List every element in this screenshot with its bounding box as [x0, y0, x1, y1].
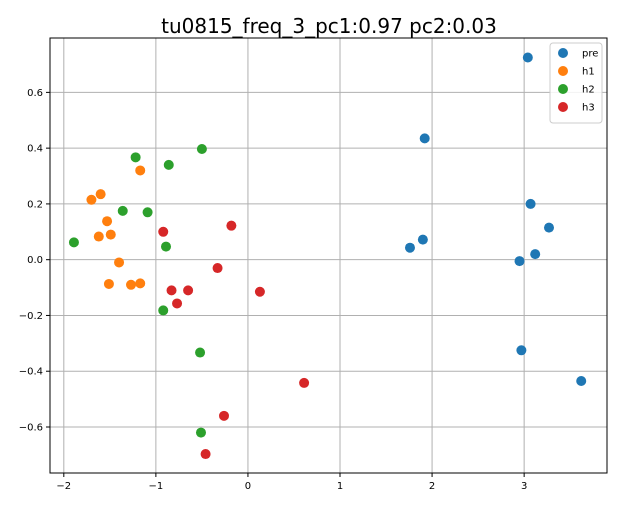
x-tick-label: 1 [337, 481, 343, 492]
data-point-pre [576, 375, 587, 386]
data-point-pre [525, 198, 536, 209]
data-point-h2 [117, 205, 128, 216]
data-point-h1 [103, 278, 114, 289]
x-tick-label: 0 [245, 481, 251, 492]
x-tick-label: −2 [56, 481, 71, 492]
legend-marker-h3 [558, 102, 568, 112]
legend: pre h1 h2 h3 [549, 42, 603, 124]
y-tick-label: 0.4 [27, 144, 43, 155]
data-point-pre [516, 345, 527, 356]
data-point-h1 [102, 216, 113, 227]
data-point-h1 [86, 194, 97, 205]
data-point-pre [514, 256, 525, 267]
data-point-h3 [226, 220, 237, 231]
legend-marker-pre [558, 48, 568, 58]
data-point-h2 [158, 305, 169, 316]
data-point-pre [543, 222, 554, 233]
data-point-h1 [93, 231, 104, 242]
data-point-h3 [166, 285, 177, 296]
x-tick-label: −1 [149, 481, 164, 492]
data-point-h2 [142, 207, 153, 218]
data-point-h1 [105, 229, 116, 240]
plot-frame [49, 37, 608, 474]
data-point-h3 [299, 377, 310, 388]
data-point-pre [417, 234, 428, 245]
data-point-pre [530, 249, 541, 260]
data-point-h2 [161, 241, 172, 252]
legend-label-h2: h2 [582, 85, 595, 96]
data-point-h2 [195, 427, 206, 438]
data-point-h3 [158, 226, 169, 237]
data-point-h2 [130, 152, 141, 163]
data-point-h3 [172, 298, 183, 309]
data-point-h3 [219, 410, 230, 421]
chart-title: tu0815_freq_3_pc1:0.97 pc2:0.03 [161, 14, 497, 38]
x-tick-label: 3 [521, 481, 527, 492]
data-point-h2 [163, 159, 174, 170]
data-point-h1 [126, 279, 137, 290]
legend-label-pre: pre [582, 49, 598, 60]
legend-marker-h1 [558, 66, 568, 76]
x-tick-label: 2 [429, 481, 435, 492]
y-tick-label: 0.6 [27, 88, 43, 99]
data-point-pre [522, 52, 533, 63]
data-point-h1 [135, 165, 146, 176]
data-point-pre [404, 242, 415, 253]
legend-label-h1: h1 [582, 67, 595, 78]
data-point-h3 [212, 263, 223, 274]
y-tick-label: 0.0 [27, 255, 43, 266]
data-point-h1 [114, 257, 125, 268]
grid [50, 38, 607, 473]
data-point-h2 [196, 143, 207, 154]
axis-ticks: −2 −1 0 1 2 3 −0.6 −0.4 −0.2 0.0 0.2 0.4 0.6 [19, 88, 528, 492]
y-tick-label: −0.6 [19, 422, 43, 433]
data-point-h2 [68, 237, 79, 248]
y-tick-label: −0.2 [19, 311, 43, 322]
data-point-h2 [195, 347, 206, 358]
data-point-pre [419, 133, 430, 144]
legend-marker-h2 [558, 84, 568, 94]
data-point-h1 [95, 189, 106, 200]
data-points [68, 52, 587, 460]
data-point-h3 [200, 449, 211, 460]
data-point-h3 [254, 286, 265, 297]
data-point-h1 [135, 278, 146, 289]
y-tick-label: −0.4 [19, 367, 43, 378]
legend-label-h3: h3 [582, 103, 595, 114]
data-point-h3 [183, 285, 194, 296]
y-tick-label: 0.2 [27, 199, 43, 210]
